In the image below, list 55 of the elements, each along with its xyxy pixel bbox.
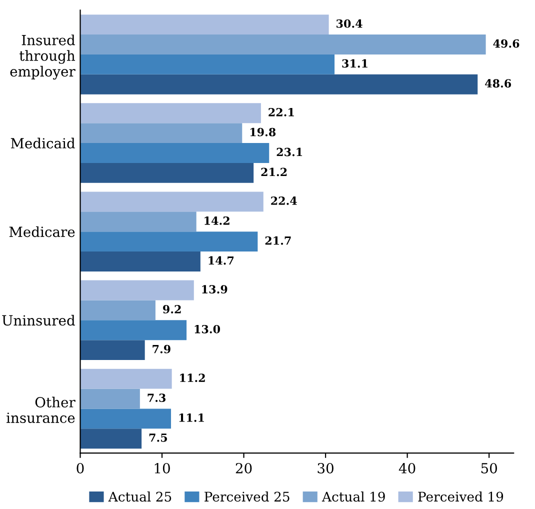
bar	[80, 252, 200, 272]
y-tick-label: Other insurance	[6, 396, 76, 424]
data-label: 22.1	[268, 108, 294, 116]
data-label: 7.3	[148, 394, 166, 402]
bar	[80, 388, 140, 409]
data-label: 19.8	[250, 128, 276, 136]
bar	[80, 340, 145, 360]
x-tick-label: 40	[398, 462, 416, 474]
x-tick-label: 20	[236, 462, 252, 474]
data-label: 14.7	[208, 256, 234, 265]
data-label: 13.9	[202, 285, 228, 294]
legend-label: Perceived 25	[204, 491, 290, 502]
x-tick-label: 10	[154, 462, 170, 474]
bar	[80, 408, 172, 429]
data-label: 9.2	[163, 305, 181, 314]
data-label: 11.2	[180, 374, 205, 382]
bar	[80, 74, 478, 94]
bar	[80, 232, 258, 252]
legend-label: Actual 19	[322, 491, 385, 502]
bar	[80, 143, 270, 163]
bar	[80, 368, 172, 389]
data-label: 22.4	[271, 196, 297, 205]
data-label: 21.2	[261, 168, 287, 176]
x-tick-label: 50	[481, 462, 497, 474]
bar	[80, 162, 254, 183]
data-label: 48.6	[485, 79, 512, 88]
data-label: 23.1	[276, 148, 302, 156]
y-tick-label: Uninsured	[2, 314, 75, 326]
bar	[80, 123, 242, 144]
bar	[80, 212, 196, 232]
data-label: 49.6	[493, 39, 520, 48]
data-label: 31.1	[342, 59, 368, 68]
bar	[80, 320, 187, 340]
x-tick-label: 30	[318, 462, 334, 474]
bar	[80, 14, 329, 35]
bar	[80, 300, 156, 320]
bar	[80, 54, 335, 74]
bar	[80, 280, 194, 300]
y-tick-label: Medicaid	[10, 138, 75, 149]
x-tick-label: 0	[76, 462, 84, 474]
bar	[80, 103, 261, 124]
data-label: 7.9	[152, 344, 170, 354]
legend-label: Actual 25	[108, 491, 172, 502]
y-tick-label: Insured through employer	[10, 34, 76, 80]
bar	[80, 34, 486, 54]
bar	[80, 192, 264, 212]
data-label: 7.5	[149, 434, 168, 442]
bar	[80, 428, 142, 449]
legend-label: Perceived 19	[418, 491, 504, 502]
data-label: 21.7	[265, 236, 291, 245]
data-label: 11.1	[179, 414, 204, 422]
data-label: 14.2	[204, 216, 230, 225]
data-label: 30.4	[336, 19, 362, 28]
data-label: 13.0	[194, 324, 220, 334]
y-tick-label: Medicare	[9, 226, 75, 238]
